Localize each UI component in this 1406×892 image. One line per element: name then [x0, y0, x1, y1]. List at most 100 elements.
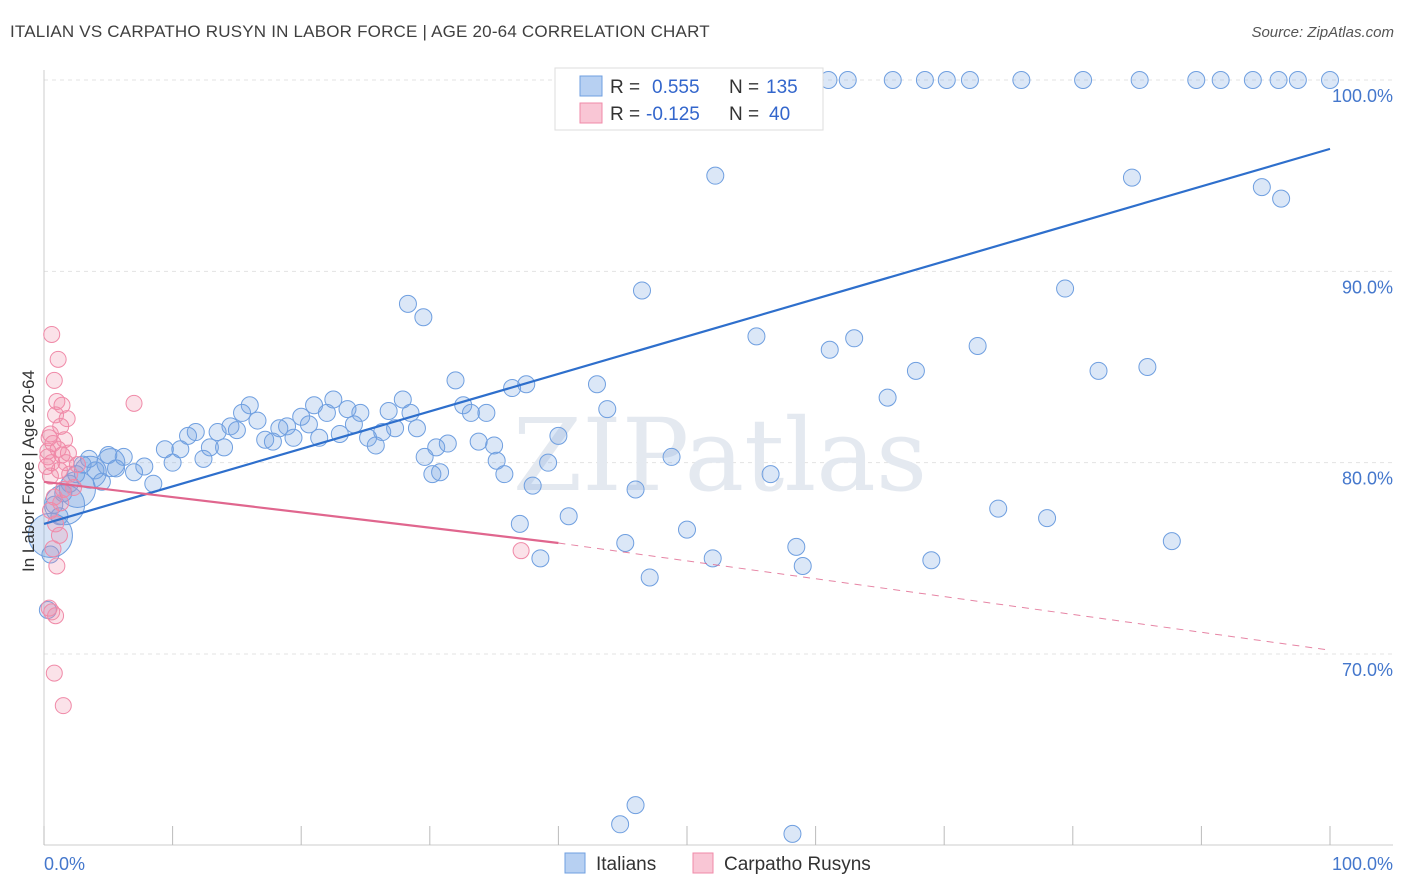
point-italians: [469, 432, 488, 451]
point-italians: [626, 480, 645, 499]
point-italians: [1162, 532, 1181, 551]
series-legend: Italians Carpatho Rusyns: [564, 852, 871, 875]
point-italians: [587, 375, 606, 394]
point-italians: [299, 415, 318, 434]
point-italians: [284, 428, 303, 447]
point-italians: [662, 447, 681, 466]
point-carpatho-rusyns: [125, 394, 143, 412]
point-italians: [1269, 71, 1288, 89]
point-italians: [398, 294, 417, 313]
point-italians: [495, 465, 514, 484]
point-italians: [461, 403, 480, 422]
point-carpatho-rusyns: [41, 467, 59, 485]
point-italians: [1038, 509, 1057, 528]
point-italians: [1089, 361, 1108, 380]
point-italians: [968, 336, 987, 355]
point-italians: [783, 824, 802, 843]
point-italians: [125, 463, 144, 482]
point-italians: [1252, 178, 1271, 197]
point-italians: [611, 815, 630, 834]
point-carpatho-rusyns: [52, 494, 70, 512]
point-italians: [351, 403, 370, 422]
point-italians: [1074, 71, 1093, 89]
x-tick-label-max: 100.0%: [1332, 854, 1393, 874]
y-tick-label: 90.0%: [1342, 277, 1393, 297]
point-italians: [1288, 71, 1307, 89]
bottom-legend-swatch-italians: [564, 852, 586, 874]
point-italians: [559, 507, 578, 526]
point-italians: [393, 390, 412, 409]
point-italians: [92, 472, 111, 491]
series-italians: [27, 71, 1339, 843]
watermark: ZIPatlas: [513, 397, 928, 514]
point-italians: [427, 438, 446, 457]
point-italians: [549, 426, 568, 445]
point-italians: [194, 449, 213, 468]
point-italians: [989, 499, 1008, 518]
y-tick-label: 100.0%: [1332, 86, 1393, 106]
point-italians: [1130, 71, 1149, 89]
axes: [43, 70, 1393, 846]
point-italians: [883, 71, 902, 89]
x-tick-label-min: 0.0%: [44, 854, 85, 874]
point-italians: [379, 402, 398, 421]
point-italians: [922, 551, 941, 570]
point-italians: [215, 438, 234, 457]
point-carpatho-rusyns: [39, 448, 57, 466]
point-italians: [171, 440, 190, 459]
point-italians: [793, 556, 812, 575]
point-italians: [703, 549, 722, 568]
y-axis-label: In Labor Force | Age 20-64: [19, 370, 38, 572]
point-italians: [86, 461, 105, 480]
point-italians: [531, 549, 550, 568]
point-italians: [915, 71, 934, 89]
point-carpatho-rusyns: [53, 396, 71, 414]
point-italians: [414, 308, 433, 327]
point-italians: [200, 438, 219, 457]
legend-swatch-rusyns: [579, 102, 603, 124]
stats-legend: R = 0.555 N = 135 R = -0.125 N = 40: [554, 67, 824, 131]
point-carpatho-rusyns: [44, 540, 62, 558]
point-italians: [616, 534, 635, 553]
legend-swatch-italians: [579, 75, 603, 97]
point-italians: [135, 457, 154, 476]
point-italians: [278, 417, 297, 436]
point-italians: [256, 430, 275, 449]
trend-line-italians: [43, 147, 1331, 525]
point-italians: [626, 796, 645, 815]
point-italians: [1321, 71, 1339, 89]
point-italians: [1122, 168, 1141, 187]
point-italians: [820, 340, 839, 359]
point-carpatho-rusyns: [58, 410, 76, 428]
legend-n-value-rusyns: 40: [769, 104, 790, 125]
legend-n-label-rusyns: N =: [729, 104, 759, 125]
point-italians: [485, 436, 504, 455]
point-italians: [415, 447, 434, 466]
y-tick-label: 70.0%: [1342, 660, 1393, 680]
y-tick-label: 80.0%: [1342, 469, 1393, 489]
point-italians: [838, 71, 857, 89]
point-italians: [292, 407, 311, 426]
point-carpatho-rusyns: [48, 557, 66, 575]
point-italians: [1243, 71, 1262, 89]
point-italians: [270, 419, 289, 438]
point-italians: [324, 390, 343, 409]
point-italians: [240, 396, 259, 415]
point-italians: [937, 71, 956, 89]
point-carpatho-rusyns: [43, 325, 61, 343]
y-tick-labels: 70.0% 80.0% 90.0% 100.0%: [1332, 86, 1393, 680]
point-italians: [761, 465, 780, 484]
point-italians: [446, 371, 465, 390]
point-italians: [539, 453, 558, 472]
point-italians: [632, 281, 651, 300]
point-carpatho-rusyns: [45, 664, 63, 682]
point-italians: [438, 434, 457, 453]
point-carpatho-rusyns: [59, 444, 77, 462]
point-italians: [510, 514, 529, 533]
point-carpatho-rusyns: [49, 350, 67, 368]
point-italians: [114, 447, 133, 466]
point-italians: [386, 419, 405, 438]
point-italians: [155, 440, 174, 459]
legend-r-label-rusyns: R =: [610, 104, 640, 125]
